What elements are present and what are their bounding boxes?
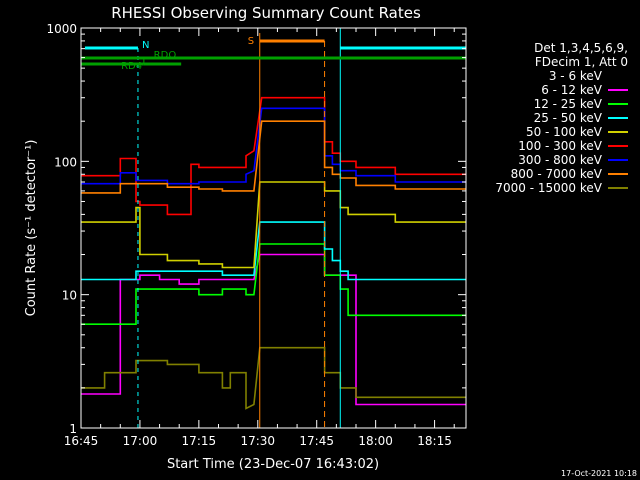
legend-label-1: 6 - 12 keV bbox=[541, 83, 603, 97]
legend-label-4: 50 - 100 keV bbox=[526, 125, 603, 139]
series-layer bbox=[81, 96, 466, 429]
x-axis-label: Start Time (23-Dec-07 16:43:02) bbox=[167, 457, 379, 472]
series-line-6 bbox=[81, 107, 466, 185]
x-tick-label: 17:45 bbox=[299, 434, 334, 448]
rdo-flag-label: RDO bbox=[154, 50, 177, 61]
y-tick-label: 10 bbox=[62, 289, 77, 303]
rd4-flag-label: RD4 bbox=[121, 61, 142, 72]
y-axis-label: Count Rate (s⁻¹ detector⁻¹) bbox=[24, 140, 39, 317]
legend-label-7: 800 - 7000 keV bbox=[511, 167, 603, 181]
plot-frame bbox=[80, 27, 467, 429]
chart-title: RHESSI Observing Summary Count Rates bbox=[111, 4, 421, 22]
legend-label-2: 12 - 25 keV bbox=[534, 97, 603, 111]
y-tick-label: 100 bbox=[54, 155, 77, 169]
flag-bars-layer: N S RDO RD4 bbox=[81, 28, 467, 428]
x-tick-label: 17:30 bbox=[240, 434, 275, 448]
x-tick-label: 18:15 bbox=[417, 434, 452, 448]
timestamp-footer: 17-Oct-2021 10:18 bbox=[561, 469, 637, 478]
y-tick-label: 1000 bbox=[46, 22, 77, 36]
x-tick-label: 17:00 bbox=[123, 434, 158, 448]
x-tick-label: 17:15 bbox=[182, 434, 217, 448]
series-line-3 bbox=[81, 221, 466, 281]
series-line-1 bbox=[81, 253, 466, 406]
legend-label-5: 100 - 300 keV bbox=[518, 139, 602, 153]
legend-header-line-2: FDecim 1, Att 0 bbox=[535, 55, 628, 69]
x-tick-label: 16:45 bbox=[64, 434, 99, 448]
axes-layer: 16:45 17:00 17:15 17:30 17:45 18:00 18:15 1 10 10… bbox=[46, 22, 466, 448]
legend-label-6: 300 - 800 keV bbox=[518, 153, 602, 167]
legend-label-3: 25 - 50 keV bbox=[534, 111, 603, 125]
legend: Det 1,3,4,5,6,9, FDecim 1, Att 0 3 - 6 k… bbox=[495, 41, 628, 195]
n-flag-label: N bbox=[142, 40, 149, 51]
y-tick-label: 1 bbox=[69, 422, 77, 436]
legend-label-8: 7000 - 15000 keV bbox=[495, 181, 602, 195]
series-line-2 bbox=[81, 243, 466, 326]
series-line-7 bbox=[81, 120, 466, 194]
series-line-5 bbox=[81, 96, 466, 216]
x-tick-label: 18:00 bbox=[358, 434, 393, 448]
series-line-4 bbox=[81, 181, 466, 269]
legend-header-line-1: Det 1,3,4,5,6,9, bbox=[534, 41, 628, 55]
legend-label-0: 3 - 6 keV bbox=[549, 69, 603, 83]
s-flag-label: S bbox=[248, 36, 254, 47]
